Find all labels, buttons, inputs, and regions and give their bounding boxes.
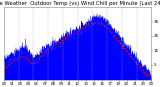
Title: Milwaukee Weather  Outdoor Temp (vs) Wind Chill per Minute (Last 24 Hours): Milwaukee Weather Outdoor Temp (vs) Wind… xyxy=(0,1,160,6)
